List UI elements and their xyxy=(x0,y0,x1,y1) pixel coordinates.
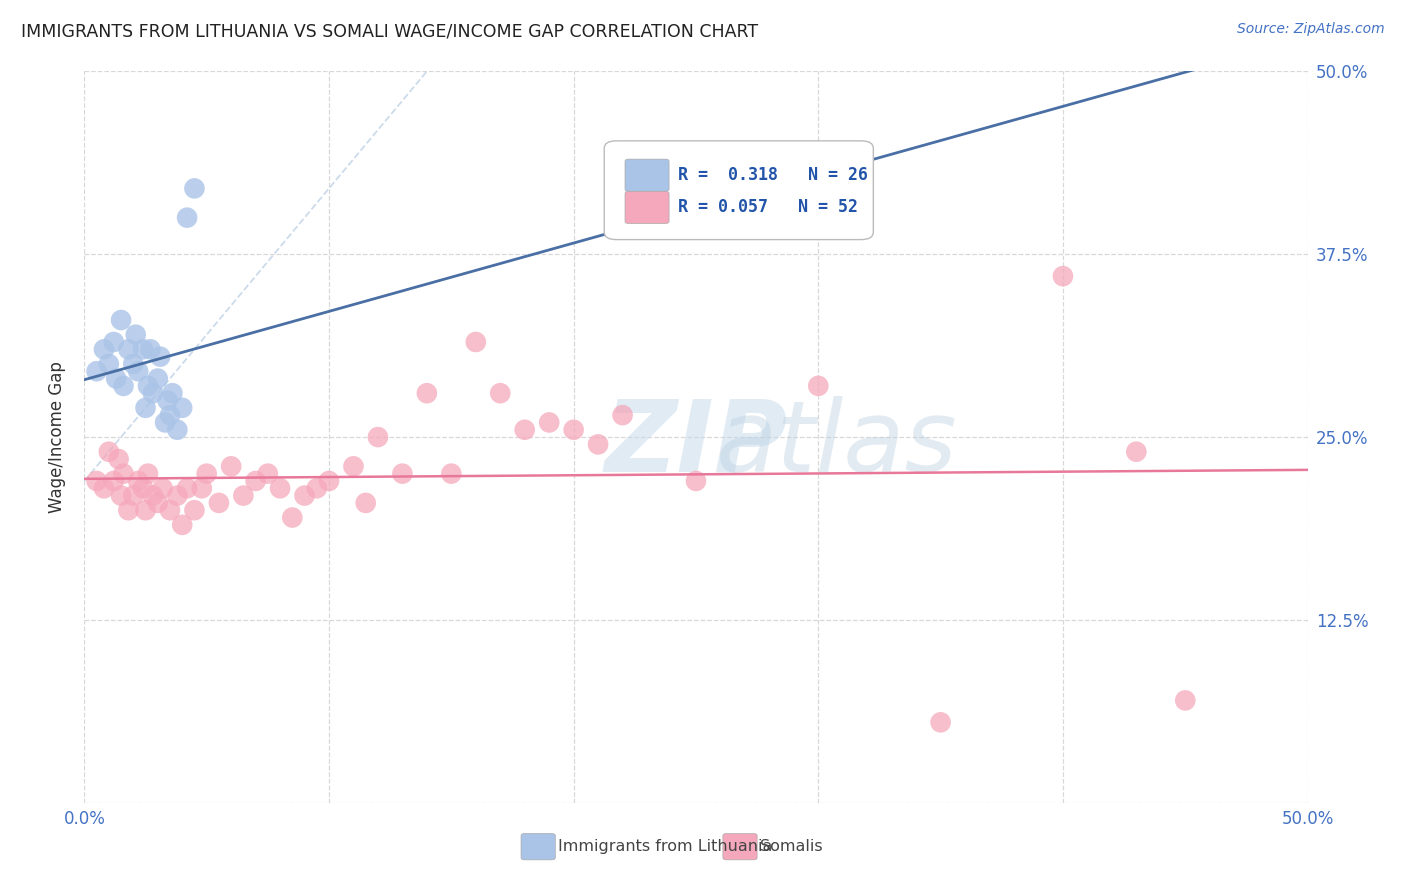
Point xyxy=(132,343,155,357)
Point xyxy=(416,386,439,401)
Point xyxy=(195,467,218,481)
Point xyxy=(107,452,129,467)
Point xyxy=(176,211,198,225)
Point xyxy=(117,503,139,517)
Point xyxy=(612,408,634,422)
Point xyxy=(219,459,242,474)
Point xyxy=(367,430,389,444)
Point xyxy=(125,327,148,342)
Point xyxy=(135,401,157,415)
Point xyxy=(153,416,176,430)
Point xyxy=(112,379,135,393)
Point xyxy=(159,503,181,517)
Point xyxy=(232,489,254,503)
Point xyxy=(166,489,188,503)
Point xyxy=(103,474,125,488)
Point xyxy=(122,489,145,503)
Point xyxy=(1125,444,1147,458)
Point xyxy=(105,371,128,385)
Point xyxy=(489,386,512,401)
Point xyxy=(136,379,159,393)
Point xyxy=(172,517,194,532)
FancyBboxPatch shape xyxy=(605,141,873,240)
Point xyxy=(318,474,340,488)
Point xyxy=(257,467,280,481)
Point xyxy=(127,364,149,378)
Point xyxy=(142,489,165,503)
Point xyxy=(86,474,108,488)
Point xyxy=(183,503,205,517)
Point xyxy=(176,481,198,495)
Point xyxy=(112,467,135,481)
Point xyxy=(136,467,159,481)
Text: R =  0.318   N = 26: R = 0.318 N = 26 xyxy=(678,166,868,185)
Point xyxy=(97,444,120,458)
Point xyxy=(464,334,486,349)
Point xyxy=(354,496,377,510)
Point xyxy=(342,459,364,474)
Point xyxy=(562,423,585,437)
Point xyxy=(269,481,291,495)
Point xyxy=(149,350,172,364)
Point xyxy=(929,715,952,730)
Point xyxy=(807,379,830,393)
Point xyxy=(281,510,304,524)
FancyBboxPatch shape xyxy=(626,159,669,191)
Point xyxy=(135,503,157,517)
Point xyxy=(139,343,162,357)
Point xyxy=(1052,269,1074,284)
Text: Somalis: Somalis xyxy=(759,839,823,855)
Point xyxy=(162,386,184,401)
FancyBboxPatch shape xyxy=(626,191,669,224)
Point xyxy=(538,416,561,430)
Point xyxy=(93,343,115,357)
Point xyxy=(110,313,132,327)
Point xyxy=(103,334,125,349)
Point xyxy=(1174,693,1197,707)
Point xyxy=(142,386,165,401)
Point xyxy=(117,343,139,357)
Point xyxy=(132,481,155,495)
Point xyxy=(245,474,267,488)
Text: R = 0.057   N = 52: R = 0.057 N = 52 xyxy=(678,198,858,217)
Point xyxy=(156,393,179,408)
Point xyxy=(391,467,413,481)
Point xyxy=(183,181,205,195)
Point xyxy=(127,474,149,488)
Y-axis label: Wage/Income Gap: Wage/Income Gap xyxy=(48,361,66,513)
Point xyxy=(93,481,115,495)
Point xyxy=(146,371,169,385)
Point xyxy=(146,496,169,510)
Point xyxy=(191,481,214,495)
Text: IMMIGRANTS FROM LITHUANIA VS SOMALI WAGE/INCOME GAP CORRELATION CHART: IMMIGRANTS FROM LITHUANIA VS SOMALI WAGE… xyxy=(21,22,758,40)
Point xyxy=(513,423,536,437)
Text: Source: ZipAtlas.com: Source: ZipAtlas.com xyxy=(1237,22,1385,37)
Point xyxy=(86,364,108,378)
Point xyxy=(122,357,145,371)
Point xyxy=(294,489,316,503)
FancyBboxPatch shape xyxy=(522,833,555,860)
Point xyxy=(172,401,194,415)
Point xyxy=(110,489,132,503)
Point xyxy=(586,437,609,451)
Text: Immigrants from Lithuania: Immigrants from Lithuania xyxy=(558,839,772,855)
Text: ZIP: ZIP xyxy=(605,396,787,493)
Text: atlas: atlas xyxy=(716,396,957,493)
Point xyxy=(159,408,181,422)
Point xyxy=(305,481,328,495)
Point xyxy=(166,423,188,437)
FancyBboxPatch shape xyxy=(723,833,758,860)
Point xyxy=(152,481,174,495)
Point xyxy=(208,496,231,510)
Point xyxy=(440,467,463,481)
Point xyxy=(685,474,707,488)
Point xyxy=(97,357,120,371)
